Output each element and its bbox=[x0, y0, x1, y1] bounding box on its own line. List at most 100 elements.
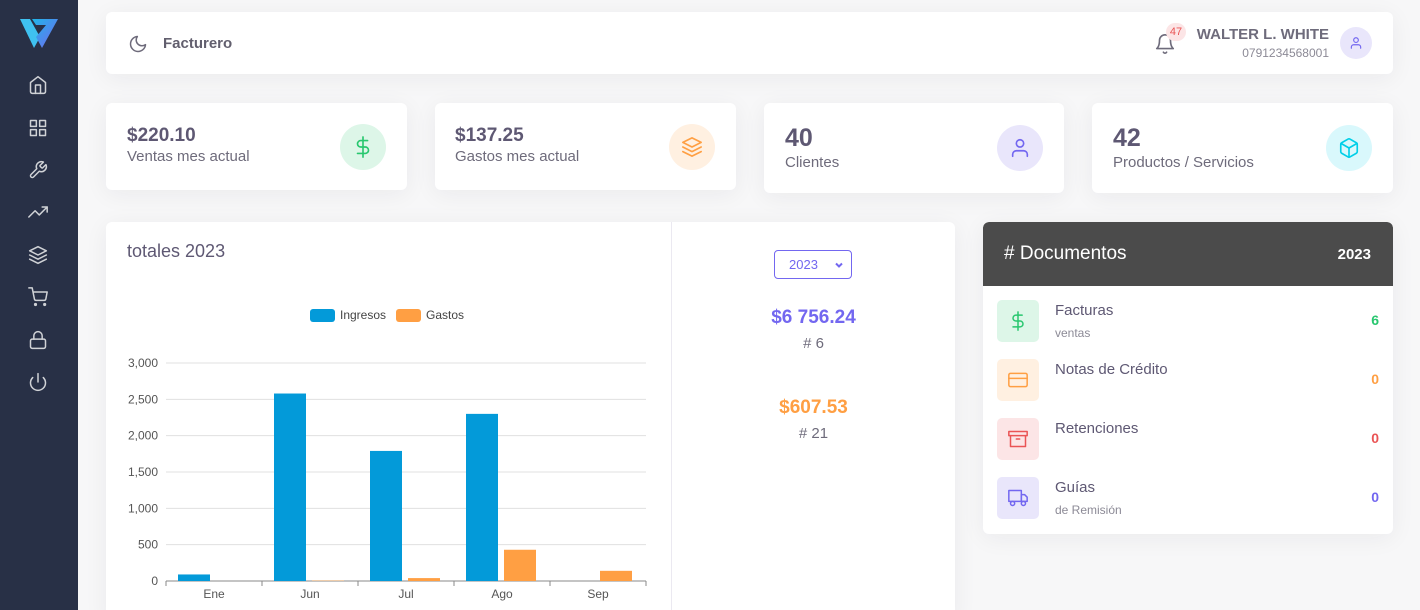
sidebar-item-tools[interactable] bbox=[27, 159, 49, 181]
stat-value: 40 bbox=[785, 124, 813, 152]
layers-icon bbox=[28, 245, 48, 265]
bar-gastos-ago bbox=[504, 549, 536, 581]
y-tick-label: 500 bbox=[138, 538, 158, 552]
documents-title: # Documentos bbox=[1004, 243, 1127, 264]
tool-icon bbox=[29, 160, 48, 179]
documents-year: 2023 bbox=[1337, 246, 1371, 263]
doc-icon-wrap bbox=[997, 359, 1039, 401]
legend-label: Ingresos bbox=[340, 308, 387, 322]
user-icon bbox=[1011, 138, 1029, 158]
chart-divider bbox=[671, 222, 672, 610]
legend-item-ingresos[interactable]: Ingresos bbox=[310, 308, 386, 322]
doc-name: Guías bbox=[1055, 479, 1096, 496]
brand-title: Facturero bbox=[163, 35, 233, 52]
dollar-icon bbox=[1012, 311, 1024, 331]
year-select-value: 2023 bbox=[789, 257, 818, 272]
sidebar-item-security[interactable] bbox=[27, 329, 49, 351]
stat-value: $220.10 bbox=[127, 125, 196, 146]
legend-item-gastos[interactable]: Gastos bbox=[396, 308, 464, 322]
doc-count: 6 bbox=[1371, 312, 1379, 328]
ingresos-total: $6 756.24 bbox=[771, 307, 856, 328]
sidebar-item-inventory[interactable] bbox=[27, 244, 49, 266]
grid-icon bbox=[29, 119, 47, 137]
documents-card: # Documentos 2023 Facturas ventas 6 Nota… bbox=[983, 222, 1393, 534]
documents-header: # Documentos 2023 bbox=[983, 222, 1393, 286]
notifications-button[interactable] bbox=[1154, 33, 1176, 55]
stat-label: Clientes bbox=[785, 154, 840, 171]
chart-title: totales 2023 bbox=[127, 241, 226, 261]
sidebar-item-home[interactable] bbox=[27, 74, 49, 96]
truck-icon bbox=[1008, 489, 1028, 507]
ingresos-count: # 6 bbox=[803, 335, 824, 352]
gastos-count: # 21 bbox=[798, 425, 829, 442]
x-tick-label: Jul bbox=[398, 587, 413, 601]
y-tick-label: 1,000 bbox=[128, 501, 158, 515]
doc-name: Notas de Crédito bbox=[1055, 361, 1168, 378]
box-icon bbox=[1339, 138, 1359, 159]
stat-card-productos: 42 Productos / Servicios bbox=[1092, 103, 1393, 193]
doc-icon-wrap bbox=[997, 418, 1039, 460]
dollar-icon bbox=[356, 136, 370, 158]
doc-sub: ventas bbox=[1055, 326, 1091, 340]
ingresos-summary: $6 756.24 # 6 bbox=[672, 307, 955, 352]
x-tick-label: Ene bbox=[203, 587, 225, 601]
doc-icon-wrap bbox=[997, 300, 1039, 342]
top-navbar: Facturero 47 WALTER L. WHITE 07912345680… bbox=[106, 12, 1393, 74]
y-tick-label: 0 bbox=[151, 574, 158, 588]
home-icon bbox=[29, 75, 47, 95]
y-tick-label: 2,500 bbox=[128, 392, 158, 406]
bar-ingresos-jun bbox=[274, 393, 306, 581]
bar-ingresos-jul bbox=[370, 450, 402, 581]
stat-value: $137.25 bbox=[455, 125, 524, 146]
stat-icon-wrap bbox=[340, 124, 386, 170]
stat-label: Ventas mes actual bbox=[127, 148, 250, 165]
sidebar-item-dashboard[interactable] bbox=[27, 117, 49, 139]
bell-icon bbox=[1155, 34, 1175, 54]
bar-gastos-sep bbox=[600, 570, 632, 581]
layers-icon bbox=[682, 137, 702, 157]
sidebar bbox=[0, 0, 78, 610]
doc-count: 0 bbox=[1371, 371, 1379, 387]
document-row-retenciones[interactable]: Retenciones 0 bbox=[983, 418, 1393, 462]
doc-sub: de Remisión bbox=[1055, 503, 1122, 517]
document-row-facturas[interactable]: Facturas ventas 6 bbox=[983, 300, 1393, 344]
user-id: 0791234568001 bbox=[1242, 46, 1329, 60]
y-tick-label: 3,000 bbox=[128, 356, 158, 370]
stat-label: Productos / Servicios bbox=[1113, 154, 1254, 171]
legend-swatch bbox=[310, 308, 335, 322]
notifications-badge: 47 bbox=[1166, 23, 1186, 41]
stat-icon-wrap bbox=[997, 125, 1043, 171]
stat-value: 42 bbox=[1113, 124, 1141, 152]
stat-card-clientes: 40 Clientes bbox=[764, 103, 1064, 193]
sidebar-item-reports[interactable] bbox=[27, 201, 49, 223]
archive-icon bbox=[1008, 430, 1028, 448]
sidebar-item-logout[interactable] bbox=[27, 371, 49, 393]
doc-count: 0 bbox=[1371, 489, 1379, 505]
theme-toggle[interactable] bbox=[128, 34, 148, 54]
doc-name: Facturas bbox=[1055, 302, 1114, 319]
document-row-guias[interactable]: Guías de Remisión 0 bbox=[983, 477, 1393, 521]
logo-icon[interactable] bbox=[20, 17, 58, 49]
doc-count: 0 bbox=[1371, 430, 1379, 446]
avatar[interactable] bbox=[1340, 27, 1372, 59]
y-tick-label: 2,000 bbox=[128, 429, 158, 443]
shopping-cart-icon bbox=[28, 287, 48, 307]
credit-card-icon bbox=[1008, 372, 1028, 388]
stat-label: Gastos mes actual bbox=[455, 148, 580, 165]
document-row-notas-credito[interactable]: Notas de Crédito 0 bbox=[983, 359, 1393, 403]
stat-icon-wrap bbox=[669, 124, 715, 170]
gastos-total: $607.53 bbox=[779, 397, 848, 418]
x-tick-label: Jun bbox=[300, 587, 319, 601]
stat-card-gastos: $137.25 Gastos mes actual bbox=[435, 103, 736, 190]
chevron-down-icon bbox=[835, 262, 843, 268]
bar-ingresos-ene bbox=[178, 574, 210, 581]
doc-name: Retenciones bbox=[1055, 420, 1139, 437]
user-name[interactable]: WALTER L. WHITE bbox=[1196, 26, 1329, 43]
y-tick-label: 1,500 bbox=[128, 465, 158, 479]
totals-chart-card: totales 2023 Ingresos Gastos 0 500 1,000 1,… bbox=[106, 222, 955, 610]
x-tick-label: Ago bbox=[491, 587, 513, 601]
year-select[interactable]: 2023 bbox=[774, 250, 852, 279]
moon-icon bbox=[129, 35, 147, 53]
bar-chart: 0 500 1,000 1,500 2,000 2,500 3,000 Ene Jun Jul Ag… bbox=[128, 356, 647, 601]
sidebar-item-purchases[interactable] bbox=[27, 286, 49, 308]
